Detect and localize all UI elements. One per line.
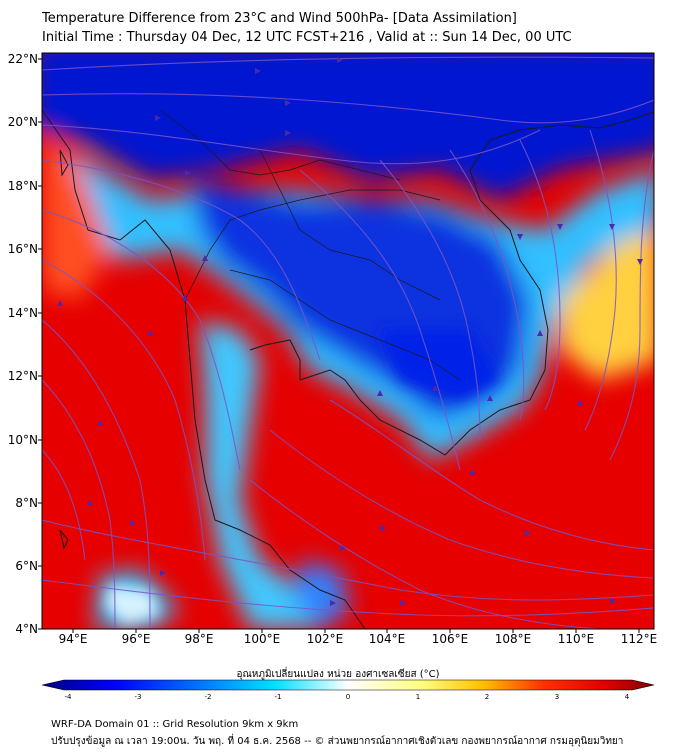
wind-arrows [57,57,643,606]
footer-model-info: WRF-DA Domain 01 :: Grid Resolution 9km … [51,719,299,730]
lat-label: 20°N [7,115,38,129]
lon-label: 110°E [557,632,595,646]
lon-label: 102°E [306,632,344,646]
map-frame [41,52,655,630]
lat-label: 16°N [7,242,38,256]
lon-label: 96°E [121,632,151,646]
lon-label: 104°E [368,632,406,646]
lat-label: 14°N [7,306,38,320]
lat-label: 6°N [15,559,38,573]
temperature-field [42,53,654,629]
lon-label: 94°E [58,632,88,646]
map-title-line2: Initial Time : Thursday 04 Dec, 12 UTC F… [42,30,572,45]
weather-map [38,52,655,633]
lat-label: 4°N [15,622,38,636]
lon-label: 98°E [184,632,214,646]
lat-label: 22°N [7,52,38,66]
colorbar-tick: -4 [64,693,72,701]
colorbar-tick: -3 [134,693,142,701]
colorbar-tick: 1 [415,693,421,701]
lon-label: 100°E [243,632,281,646]
wind-streamlines [42,56,654,629]
lon-label: 106°E [431,632,469,646]
lon-label: 108°E [494,632,532,646]
colorbar-tick: 3 [554,693,560,701]
lat-label: 10°N [7,433,38,447]
lon-label: 112°E [620,632,658,646]
colorbar-title: อุณหภูมิเปลี่ยนแปลง หน่วย องศาเซลเซียส (… [236,669,440,680]
lat-label: 12°N [7,369,38,383]
colorbar-tick: -2 [204,693,212,701]
map-title-line1: Temperature Difference from 23°C and Win… [42,11,517,26]
colorbar-tick: -1 [274,693,282,701]
footer-credit: ปรับปรุงข้อมูล ณ เวลา 19:00น. วัน พฤ. ที… [51,736,624,747]
lat-label: 18°N [7,179,38,193]
axis-ticks [38,58,640,633]
colorbar-tick: 0 [345,693,351,701]
lat-label: 8°N [15,496,38,510]
colorbar-tick: 2 [484,693,490,701]
colorbar-tick: 4 [624,693,630,701]
